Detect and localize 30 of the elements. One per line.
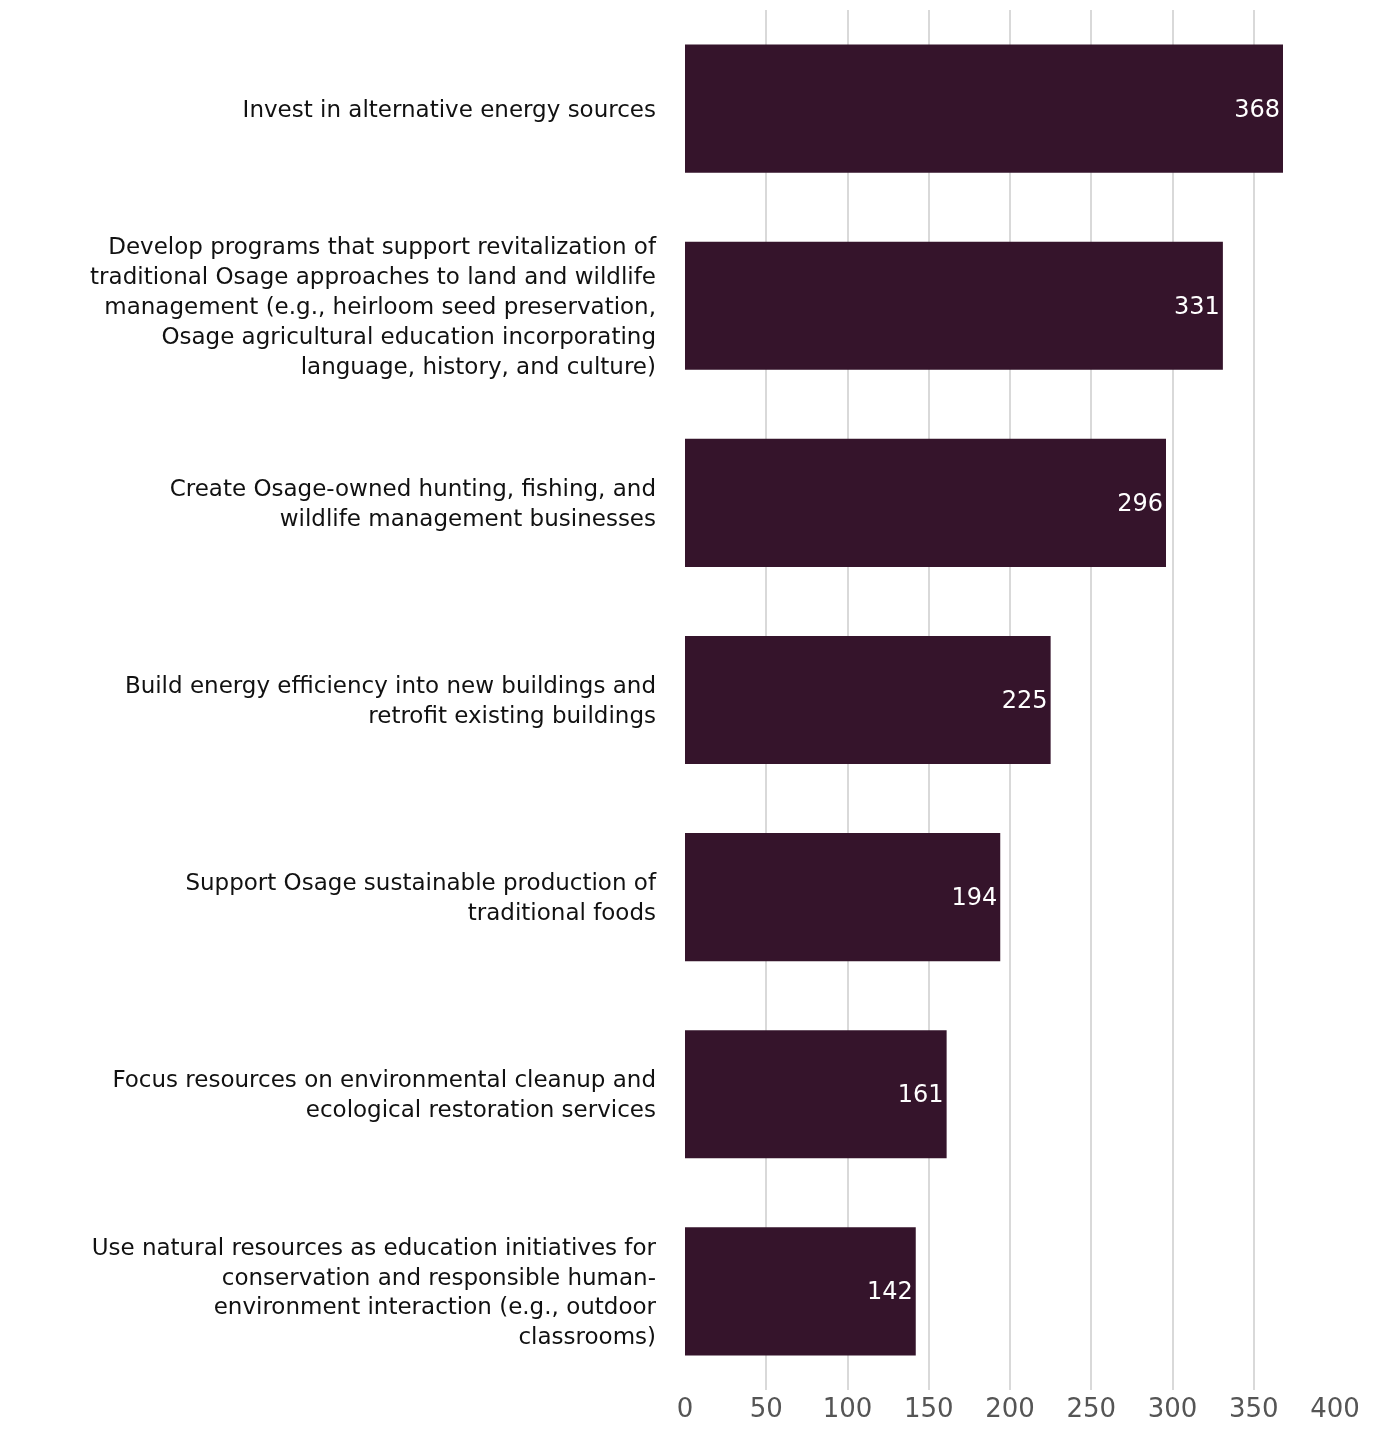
x-tick-label: 50 (749, 1393, 783, 1423)
y-tick-label: Support Osage sustainable production of traditional foods (185, 869, 657, 926)
data-label: 331 (1174, 291, 1220, 320)
data-label: 161 (897, 1080, 944, 1109)
x-tick-label: 350 (1228, 1393, 1279, 1423)
x-tick-label: 100 (822, 1393, 873, 1423)
x-tick-label: 150 (903, 1393, 954, 1423)
x-tick-label: 0 (676, 1393, 694, 1423)
x-tick-label: 250 (1066, 1393, 1117, 1423)
y-tick-label: Build energy efficiency into new buildings and retrofit existing buildings (124, 672, 656, 728)
x-tick-label: 300 (1147, 1393, 1198, 1423)
data-label: 368 (1234, 94, 1280, 123)
y-tick-label: Invest in alternative energy sources (242, 95, 656, 122)
data-label: 225 (1001, 686, 1048, 714)
bar (685, 1030, 947, 1159)
bar (685, 44, 1283, 173)
y-tick-label: Focus resources on environmental cleanup and ecological restoration services (112, 1066, 656, 1123)
bar (685, 438, 1166, 567)
bar (685, 635, 1051, 765)
y-tick-label: Use natural resources as education initiatives for conservation and responsible human- environment interaction (e.g., outdoor classrooms) (91, 1233, 657, 1350)
bar (685, 1227, 916, 1356)
data-label: 142 (866, 1277, 913, 1306)
y-tick-label: Develop programs that support revitalization of traditional Osage approaches to land and wildlife management (e.g., heirloom seed preservation, Osage agricultural education incorporating language, history, and culture) (90, 232, 657, 379)
x-tick-label: 400 (1310, 1393, 1360, 1423)
bar (685, 833, 1001, 962)
bar (685, 241, 1223, 370)
data-label: 296 (1117, 488, 1163, 517)
y-tick-label: Create Osage-owned hunting, fishing, and wildlife management businesses (169, 474, 656, 531)
data-label: 194 (951, 883, 998, 912)
x-tick-label: 200 (985, 1393, 1035, 1423)
